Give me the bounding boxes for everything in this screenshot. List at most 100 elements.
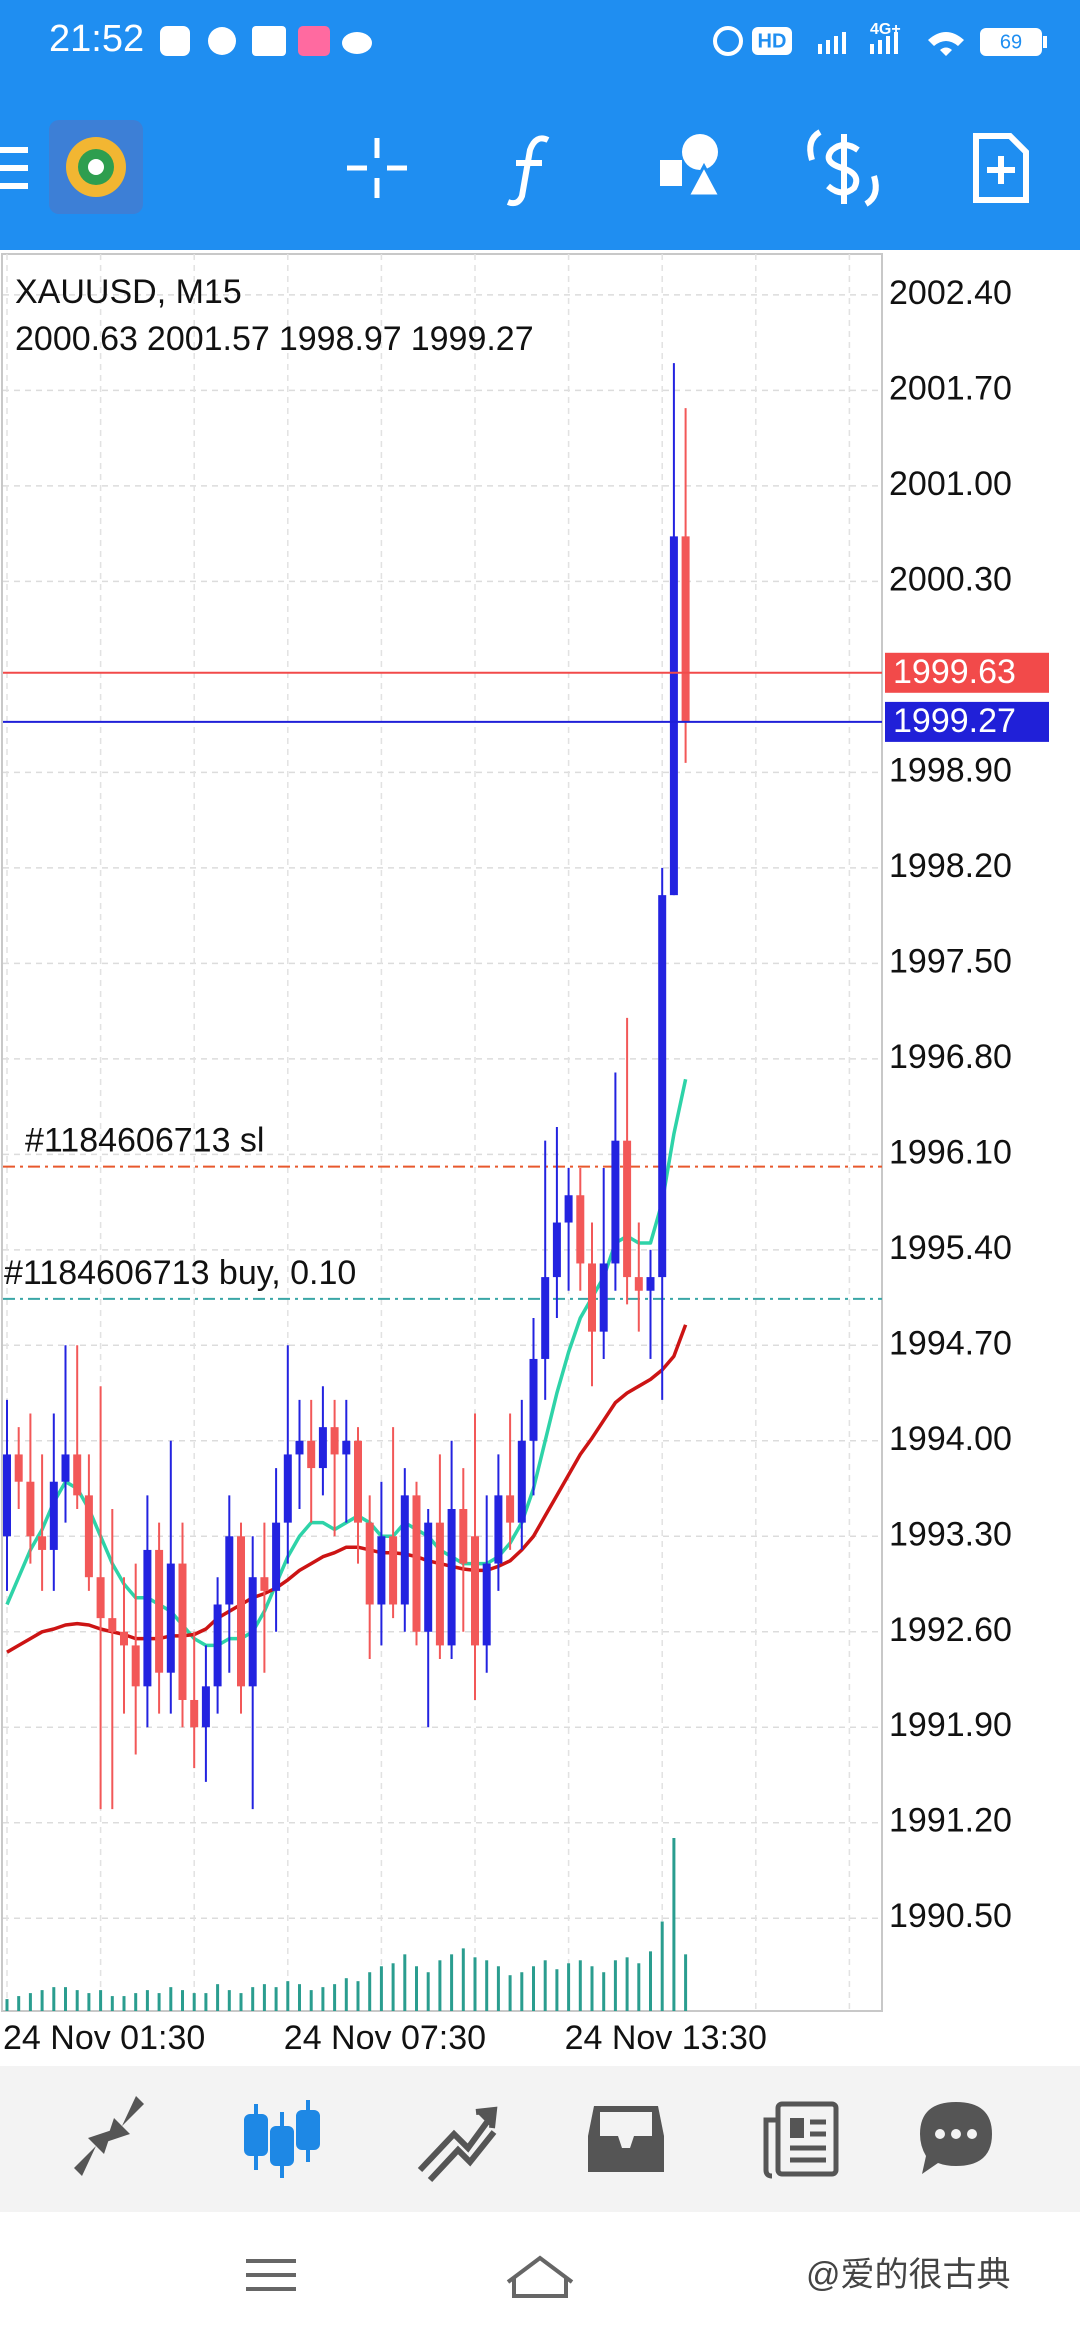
candle-body xyxy=(424,1522,433,1632)
volume-bar xyxy=(567,1963,571,2011)
crosshair-button[interactable] xyxy=(347,138,407,198)
nav-quotes[interactable] xyxy=(74,2096,144,2176)
volume-bar xyxy=(637,1963,641,2011)
volume-bar xyxy=(602,1972,606,2011)
candle-body xyxy=(14,1454,23,1482)
candle-body xyxy=(389,1536,398,1605)
indicators-button[interactable] xyxy=(506,135,550,207)
volume-bar xyxy=(40,1990,44,2011)
volume-bar xyxy=(227,1990,231,2011)
x-tick-label: 24 Nov 07:30 xyxy=(284,2019,486,2057)
chart-title: XAUUSD, M15 xyxy=(15,273,242,311)
y-tick-label: 1995.40 xyxy=(889,1229,1012,1267)
trade-button[interactable] xyxy=(807,129,879,207)
battery-level: 69 xyxy=(1000,31,1022,53)
volume-bar xyxy=(99,1990,103,2011)
volume-bar xyxy=(321,1987,325,2011)
volume-bar xyxy=(309,1990,313,2011)
volume-bar xyxy=(555,1969,559,2011)
volume-bar xyxy=(145,1990,149,2011)
volume-bar xyxy=(28,1993,32,2011)
candle-body xyxy=(611,1140,620,1264)
volume-bar xyxy=(262,1984,266,2011)
volume-bar xyxy=(415,1966,418,2011)
candle-body xyxy=(365,1522,374,1605)
y-tick-label: 2002.40 xyxy=(889,274,1012,312)
volume-bar xyxy=(438,1960,442,2011)
candle-body xyxy=(330,1427,339,1455)
candle-body xyxy=(213,1604,222,1687)
volume-bar xyxy=(520,1972,524,2011)
candle-body xyxy=(541,1277,550,1359)
nav-messages[interactable] xyxy=(920,2102,992,2174)
candle-body xyxy=(646,1277,655,1291)
candle-body xyxy=(84,1495,93,1578)
candle-body xyxy=(494,1495,503,1564)
nav-news[interactable] xyxy=(763,2101,839,2179)
nav-chart[interactable] xyxy=(244,2100,320,2178)
volume-bar xyxy=(110,1996,114,2011)
app-logo[interactable] xyxy=(49,120,143,214)
candle-body xyxy=(459,1509,468,1564)
volume-bar xyxy=(543,1960,547,2011)
y-tick-label: 1996.10 xyxy=(889,1133,1012,1171)
volume-bar xyxy=(122,1996,126,2011)
y-tick-label: 1997.50 xyxy=(889,942,1012,980)
bottom-nav xyxy=(0,2066,1080,2212)
menu-button[interactable] xyxy=(0,147,28,189)
volume-bar xyxy=(204,1993,208,2011)
status-time: 21:52 xyxy=(49,18,144,60)
volume-bar xyxy=(391,1963,395,2011)
nav-trade[interactable] xyxy=(417,2106,498,2183)
system-home[interactable] xyxy=(506,2255,574,2298)
candle-body xyxy=(658,895,667,1278)
volume-bar xyxy=(590,1966,594,2011)
x-tick-label: 24 Nov 01:30 xyxy=(3,2019,205,2057)
candle-body xyxy=(166,1563,175,1673)
y-tick-label: 1994.70 xyxy=(889,1324,1012,1362)
volume-bar xyxy=(5,1999,9,2011)
volume-bar xyxy=(169,1987,173,2011)
candle-body xyxy=(307,1440,316,1469)
volume-bar xyxy=(181,1990,184,2011)
candle-body xyxy=(272,1522,281,1591)
volume-bar xyxy=(450,1954,454,2011)
volume-bar xyxy=(660,1921,664,2011)
status-app-icons xyxy=(160,26,372,56)
candle-body xyxy=(447,1509,456,1646)
candle-body xyxy=(201,1686,210,1728)
chart-frame xyxy=(1,253,883,2012)
y-tick-label: 1994.00 xyxy=(889,1420,1012,1458)
volume-bar xyxy=(274,1987,278,2011)
volume-bar xyxy=(157,1993,161,2011)
nav-history[interactable] xyxy=(588,2106,664,2172)
candle-body xyxy=(108,1618,117,1632)
candle-body xyxy=(517,1440,526,1523)
volume-bar xyxy=(251,1987,255,2011)
candle-body xyxy=(190,1699,199,1728)
y-tick-label: 1998.90 xyxy=(889,751,1012,789)
volume-bar xyxy=(286,1981,290,2011)
volume-bar xyxy=(216,1984,220,2011)
y-tick-label: 1993.30 xyxy=(889,1515,1012,1553)
y-tick-label: 1996.80 xyxy=(889,1038,1012,1076)
volume-bar xyxy=(473,1957,477,2011)
volume-bar xyxy=(426,1972,430,2011)
volume-bar xyxy=(239,1993,243,2011)
ohlc-value: 2001.57 xyxy=(147,320,270,358)
objects-button[interactable] xyxy=(660,134,723,198)
candle-body xyxy=(38,1536,47,1550)
volume-bar xyxy=(613,1960,617,2011)
price-tag-label: 1999.27 xyxy=(893,702,1016,740)
system-menu[interactable] xyxy=(246,2259,296,2291)
volume-bar xyxy=(344,1978,348,2011)
candle-body xyxy=(225,1536,234,1605)
status-indicators: HD 4G+ 69 xyxy=(713,21,1047,56)
candle-body xyxy=(623,1140,632,1278)
volume-bar xyxy=(17,1996,21,2011)
price-tag xyxy=(885,652,1049,693)
new-order-button[interactable] xyxy=(973,133,1029,203)
candle-body xyxy=(576,1195,585,1264)
candle-body xyxy=(506,1495,515,1523)
